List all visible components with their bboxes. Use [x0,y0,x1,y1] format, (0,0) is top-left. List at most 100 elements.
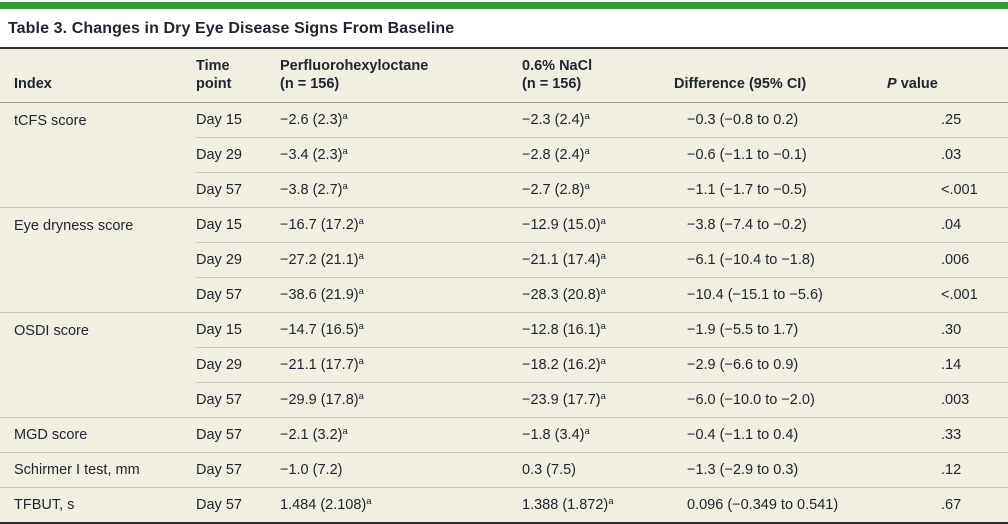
cell-diff: −1.9 (−5.5 to 1.7) [674,312,887,348]
table-row: Day 57 −3.8 (2.7)a −2.7 (2.8)a −1.1 (−1.7 t… [0,172,1008,208]
cell-pvalue: .006 [887,242,1008,278]
cell-drug: −1.0 (7.2) [280,452,522,488]
cell-diff: −0.6 (−1.1 to −0.1) [674,137,887,173]
cell-pvalue: .30 [887,312,1008,348]
cell-drug: −38.6 (21.9)a [280,277,522,313]
cell-index [0,278,196,313]
cell-nacl: −12.8 (16.1)a [522,312,674,348]
table-row: OSDI score Day 15 −14.7 (16.5)a −12.8 (16.1… [0,312,1008,348]
cell-drug: −29.9 (17.8)a [280,382,522,418]
cell-diff: 0.096 (−0.349 to 0.541) [674,487,887,524]
table-row: Day 29 −27.2 (21.1)a −21.1 (17.4)a −6.1 (−1… [0,242,1008,278]
footnote-marker: a [584,146,590,158]
column-header-index: Index [0,49,196,104]
cell-pvalue: .67 [887,487,1008,524]
footnote-marker: a [358,391,364,403]
cell-time: Day 29 [196,137,280,173]
footnote-marker: a [584,111,590,123]
table-row: Day 57 −38.6 (21.9)a −28.3 (20.8)a −10.4 (−… [0,277,1008,313]
cell-index: MGD score [0,417,196,453]
cell-diff: −0.4 (−1.1 to 0.4) [674,417,887,453]
cell-drug: −14.7 (16.5)a [280,312,522,348]
footnote-marker: a [600,356,606,368]
cell-diff: −3.8 (−7.4 to −0.2) [674,207,887,243]
footnote-marker: a [358,251,364,263]
cell-time: Day 57 [196,277,280,313]
cell-drug: 1.484 (2.108)a [280,487,522,524]
cell-diff: −0.3 (−0.8 to 0.2) [674,102,887,138]
cell-time: Day 15 [196,102,280,138]
column-header-time: Time point [196,49,280,104]
cell-index: Eye dryness score [0,207,196,243]
cell-diff: −2.9 (−6.6 to 0.9) [674,347,887,383]
cell-nacl: −28.3 (20.8)a [522,277,674,313]
table-body: tCFS score Day 15 −2.6 (2.3)a −2.3 (2.4)a −0… [0,102,1008,524]
column-header-pvalue: P value [887,49,1008,104]
footnote-marker: a [600,391,606,403]
footnote-marker: a [342,181,348,193]
cell-nacl: 0.3 (7.5) [522,452,674,488]
cell-drug: −27.2 (21.1)a [280,242,522,278]
column-header-nacl: 0.6% NaCl (n = 156) [522,49,674,104]
cell-time: Day 29 [196,347,280,383]
italic-p: P [887,76,897,93]
footnote-marker: a [342,111,348,123]
table-row: TFBUT, s Day 57 1.484 (2.108)a 1.388 (1.872… [0,487,1008,524]
footnote-marker: a [608,496,614,508]
footnote-marker: a [358,286,364,298]
cell-drug: −2.1 (3.2)a [280,417,522,453]
column-header-drug: Perfluorohexyloctane (n = 156) [280,49,522,104]
cell-pvalue: .33 [887,417,1008,453]
cell-nacl: −18.2 (16.2)a [522,347,674,383]
cell-nacl: −2.3 (2.4)a [522,102,674,138]
footnote-marker: a [584,426,590,438]
footnote-marker: a [600,286,606,298]
table-title: Table 3. Changes in Dry Eye Disease Sign… [0,9,1008,49]
cell-nacl: −12.9 (15.0)a [522,207,674,243]
cell-index [0,173,196,208]
footnote-marker: a [342,146,348,158]
cell-time: Day 57 [196,417,280,453]
cell-time: Day 57 [196,382,280,418]
cell-nacl: −23.9 (17.7)a [522,382,674,418]
cell-time: Day 29 [196,242,280,278]
cell-index [0,138,196,173]
cell-index [0,348,196,383]
cell-time: Day 57 [196,487,280,524]
cell-diff: −6.1 (−10.4 to −1.8) [674,242,887,278]
footnote-marker: a [342,426,348,438]
cell-time: Day 15 [196,312,280,348]
table-row: Eye dryness score Day 15 −16.7 (17.2)a −12.… [0,207,1008,243]
cell-pvalue: <.001 [887,172,1008,208]
cell-nacl: −1.8 (3.4)a [522,417,674,453]
table-top-accent-bar [0,2,1008,9]
cell-time: Day 57 [196,172,280,208]
cell-nacl: −21.1 (17.4)a [522,242,674,278]
cell-nacl: −2.8 (2.4)a [522,137,674,173]
cell-drug: −3.8 (2.7)a [280,172,522,208]
table-row: tCFS score Day 15 −2.6 (2.3)a −2.3 (2.4)a −0… [0,102,1008,138]
cell-nacl: −2.7 (2.8)a [522,172,674,208]
cell-pvalue: .03 [887,137,1008,173]
footnote-marker: a [366,496,372,508]
cell-index: Schirmer I test, mm [0,452,196,488]
footnote-marker: a [358,356,364,368]
cell-time: Day 57 [196,452,280,488]
cell-pvalue: .003 [887,382,1008,418]
header-row: Index Time point Perfluorohexyloctane (n = 1… [0,49,1008,104]
data-table: Index Time point Perfluorohexyloctane (n = 1… [0,49,1008,524]
cell-pvalue: .14 [887,347,1008,383]
cell-drug: −3.4 (2.3)a [280,137,522,173]
table-row: Day 29 −3.4 (2.3)a −2.8 (2.4)a −0.6 (−1.1 t… [0,137,1008,173]
column-header-diff: Difference (95% CI) [674,49,887,104]
cell-nacl: 1.388 (1.872)a [522,487,674,524]
cell-pvalue: <.001 [887,277,1008,313]
cell-index: TFBUT, s [0,487,196,524]
cell-index [0,383,196,418]
cell-time: Day 15 [196,207,280,243]
cell-diff: −10.4 (−15.1 to −5.6) [674,277,887,313]
cell-diff: −6.0 (−10.0 to −2.0) [674,382,887,418]
footnote-marker: a [358,216,364,228]
cell-drug: −16.7 (17.2)a [280,207,522,243]
